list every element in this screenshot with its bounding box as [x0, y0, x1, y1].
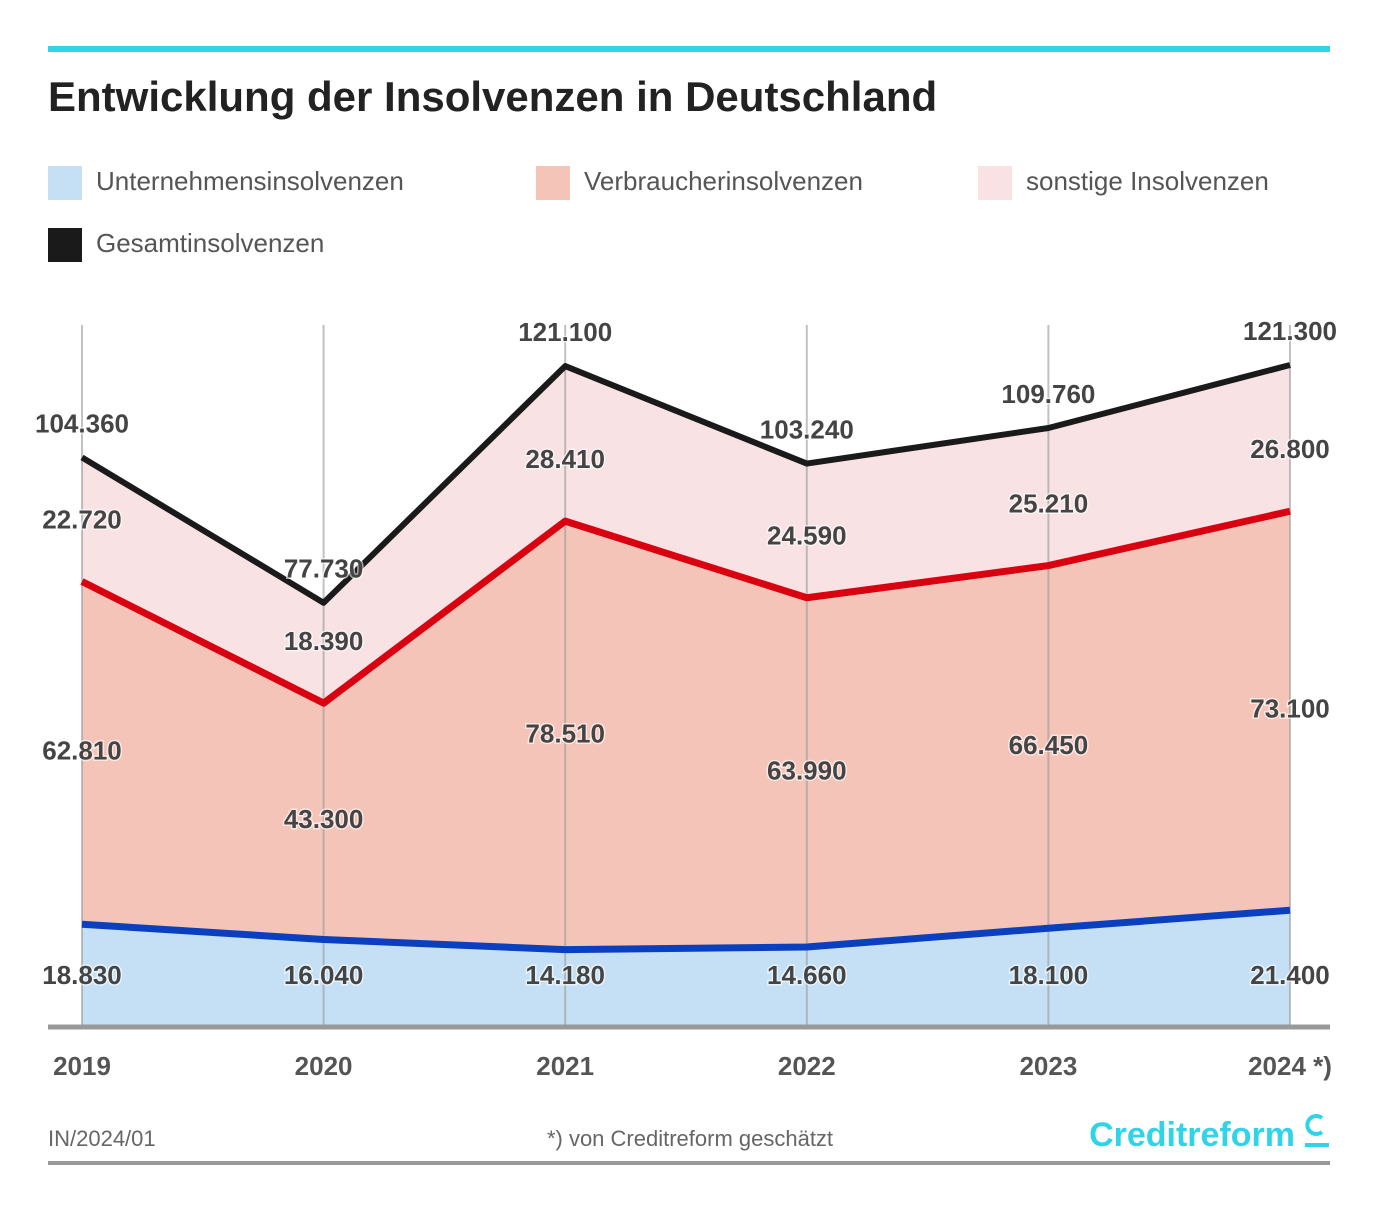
legend-label: Gesamtinsolvenzen: [96, 228, 324, 258]
footnote: *) von Creditreform geschätzt: [547, 1126, 833, 1151]
total-line: [80, 362, 1291, 606]
value-label: 78.510: [525, 718, 605, 748]
value-label: 21.400: [1250, 960, 1330, 990]
legend-swatch: [978, 166, 1012, 200]
source: IN/2024/01: [48, 1126, 156, 1151]
value-label: 18.830: [42, 960, 122, 990]
plot: 18.830 16.040 14.180 14.660 18.100 21.400 62.8…: [34, 314, 1338, 1027]
legend-swatch: [48, 166, 82, 200]
value-label: 28.410: [525, 444, 605, 474]
logo-icon: [1305, 1114, 1329, 1147]
value-label: 24.590: [767, 521, 847, 551]
legend-label: Unternehmensinsolvenzen: [96, 166, 404, 196]
value-label: 14.660: [767, 960, 847, 990]
total-label: 103.240: [760, 414, 854, 444]
total-label: 109.760: [1001, 379, 1095, 409]
x-tick-label: 2019: [53, 1051, 111, 1081]
value-label: 18.390: [284, 626, 364, 656]
value-label: 26.800: [1250, 434, 1330, 464]
value-label: 43.300: [284, 804, 364, 834]
value-label: 25.210: [1009, 488, 1089, 518]
series-line: [81, 906, 1291, 954]
value-label: 14.180: [525, 960, 605, 990]
legend-label: Verbraucherinsolvenzen: [584, 166, 863, 196]
chart-title: Entwicklung der Insolvenzen in Deutschla…: [48, 73, 937, 120]
value-label: 22.720: [42, 504, 122, 534]
value-label: 18.100: [1009, 960, 1089, 990]
value-label: 73.100: [1250, 694, 1330, 724]
x-tick-label: 2021: [536, 1051, 594, 1081]
total-label: 121.300: [1243, 316, 1337, 346]
logo: Creditreform: [1089, 1116, 1295, 1154]
value-label: 66.450: [1009, 730, 1089, 760]
area: [82, 910, 1290, 1027]
legend-swatch: [48, 228, 82, 262]
x-tick-label: 2023: [1019, 1051, 1077, 1081]
total-label: 77.730: [284, 554, 364, 584]
x-tick-label: 2024 *): [1248, 1051, 1332, 1081]
top-bar: [48, 46, 1330, 52]
value-label: 63.990: [767, 755, 847, 785]
total-label: 104.360: [35, 408, 129, 438]
x-tick-label: 2020: [295, 1051, 353, 1081]
x-tick-label: 2022: [778, 1051, 836, 1081]
legend-swatch: [536, 166, 570, 200]
area: [82, 365, 1290, 704]
value-label: 62.810: [42, 736, 122, 766]
value-label: 16.040: [284, 960, 364, 990]
series-line: [80, 507, 1291, 707]
legend-label: sonstige Insolvenzen: [1026, 166, 1269, 196]
area: [82, 511, 1290, 950]
total-label: 121.100: [518, 317, 612, 347]
